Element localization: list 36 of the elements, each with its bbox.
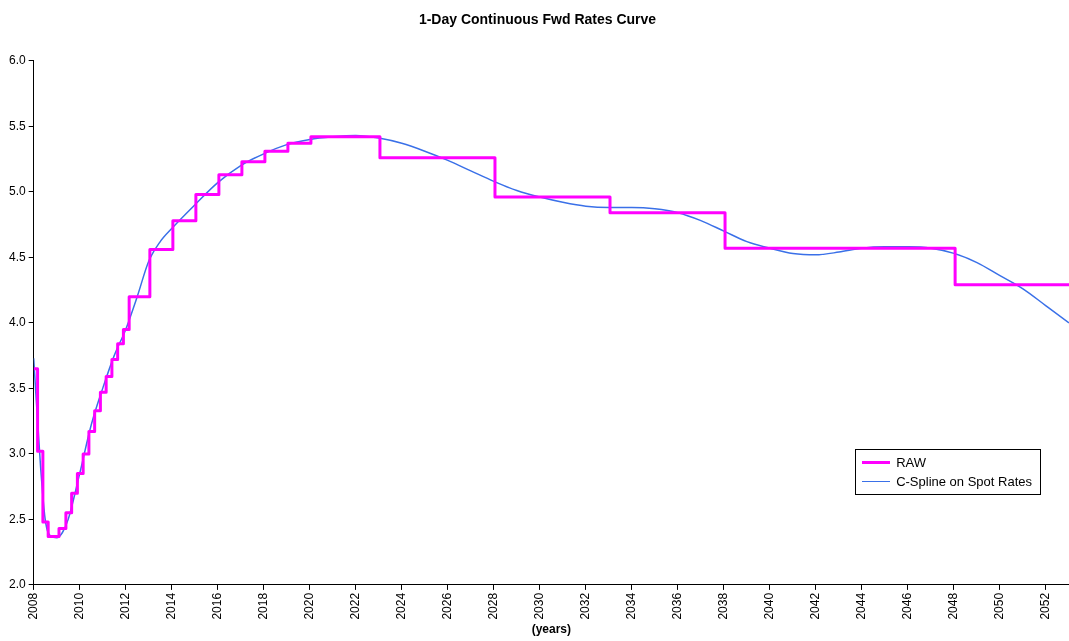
- x-tick-label: 2036: [670, 592, 685, 620]
- y-tick-label: 3.0: [8, 446, 26, 461]
- x-tick-label: 2018: [256, 592, 271, 620]
- x-tick-label: 2032: [578, 592, 593, 620]
- x-tick-label: 2048: [946, 592, 961, 620]
- x-tick-label: 2026: [440, 592, 455, 620]
- x-tick-label: 2050: [992, 592, 1007, 620]
- x-tick-label: 2046: [900, 592, 915, 620]
- x-tick-label: 2044: [854, 592, 869, 620]
- x-tick-label: 2024: [394, 592, 409, 620]
- y-tick-label: 5.5: [8, 118, 26, 133]
- x-axis-title: (years): [531, 622, 572, 637]
- x-tick-label: 2038: [716, 592, 731, 620]
- x-tick-label: 2014: [164, 592, 179, 620]
- x-tick-label: 2034: [624, 592, 639, 620]
- x-tick-label: 2052: [1038, 592, 1053, 620]
- x-tick-label: 2020: [302, 592, 317, 620]
- y-tick-label: 2.5: [8, 511, 26, 526]
- x-tick-label: 2008: [25, 592, 40, 620]
- x-tick-label: 2010: [72, 592, 87, 620]
- x-tick-label: 2016: [210, 592, 225, 620]
- x-tick-label: 2022: [348, 592, 363, 620]
- x-tick-label: 2040: [762, 592, 777, 620]
- chart-title: 1-Day Continuous Fwd Rates Curve: [418, 11, 657, 28]
- y-tick-label: 4.5: [8, 249, 26, 264]
- y-tick-label: 6.0: [8, 53, 26, 68]
- x-tick-label: 2030: [532, 592, 547, 620]
- y-tick-label: 2.0: [8, 577, 26, 592]
- y-tick-label: 3.5: [8, 380, 26, 395]
- x-tick-label: 2012: [118, 592, 133, 620]
- x-tick-label: 2042: [808, 592, 823, 620]
- legend-label: C-Spline on Spot Rates: [896, 473, 1032, 489]
- x-tick-label: 2028: [486, 592, 501, 620]
- y-tick-label: 5.0: [8, 184, 26, 199]
- legend-label: RAW: [896, 454, 926, 470]
- y-tick-label: 4.0: [8, 315, 26, 330]
